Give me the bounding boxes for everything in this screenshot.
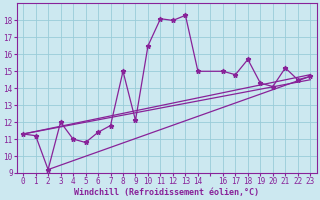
X-axis label: Windchill (Refroidissement éolien,°C): Windchill (Refroidissement éolien,°C) <box>74 188 259 197</box>
